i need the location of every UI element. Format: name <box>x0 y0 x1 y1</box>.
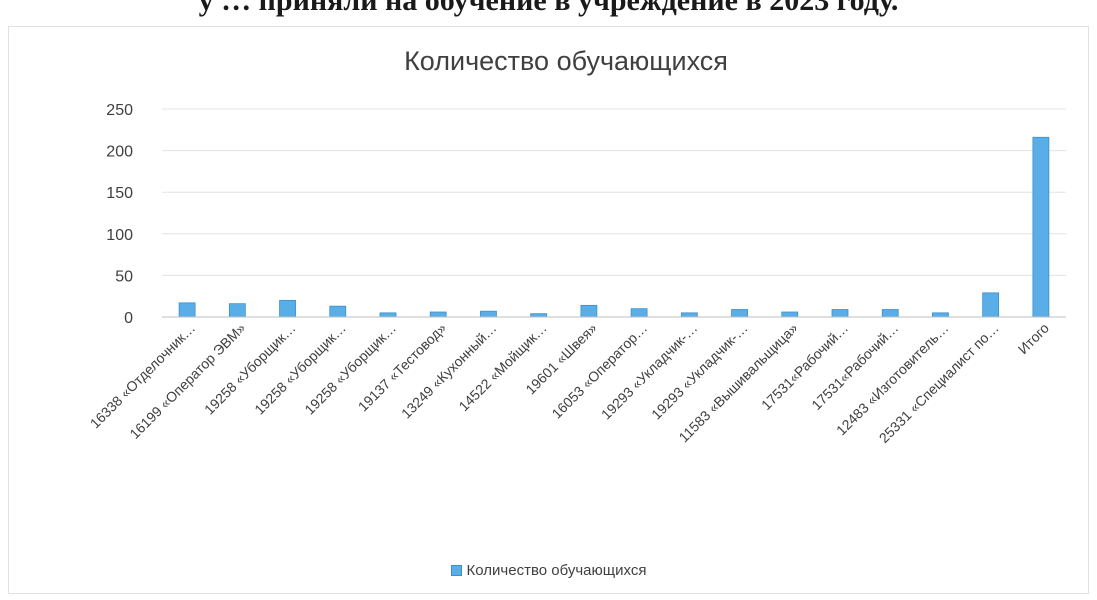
bar <box>630 308 648 318</box>
bars <box>178 136 1050 318</box>
x-tick-label: 19137 «Тестовод» <box>355 320 450 415</box>
y-tick-label: 150 <box>106 185 133 202</box>
y-axis-ticks: 0 50 100 150 200 250 <box>106 102 133 327</box>
bar <box>982 292 1000 318</box>
y-tick-label: 200 <box>106 144 133 161</box>
x-axis-labels: 16338 «Отделочник…16199 «Оператор ЭВМ»19… <box>87 320 1052 446</box>
x-tick-label: Итого <box>1015 320 1052 357</box>
gridlines <box>162 108 1066 276</box>
bar <box>731 309 748 318</box>
bar <box>831 309 849 318</box>
x-tick-label: 19258 «Уборщик… <box>201 320 299 418</box>
x-tick-label: 19293 «Укладчик-… <box>598 320 701 423</box>
legend-swatch <box>450 565 462 576</box>
y-tick-label: 250 <box>106 102 133 119</box>
bar <box>781 311 799 318</box>
bar <box>680 312 698 318</box>
bar <box>329 305 347 318</box>
chart-area <box>8 26 1089 594</box>
x-tick-label: 16053 «Оператор… <box>548 320 650 422</box>
x-tick-label: 14522 «Мойщик… <box>455 320 549 414</box>
bar <box>228 303 246 318</box>
x-tick-label: 17531«Рабочий… <box>808 320 901 413</box>
x-tick-label: 13249 «Кухонный… <box>398 320 500 422</box>
document-heading-fragment: у … приняли на обучение в учреждение в 2… <box>198 0 899 17</box>
y-tick-label: 100 <box>106 227 133 244</box>
bar <box>1032 136 1050 318</box>
x-tick-label: 17531«Рабочий… <box>758 320 851 413</box>
legend: Количество обучающихся <box>0 562 1097 579</box>
x-tick-label: 19293 «Укладчик-… <box>648 320 751 423</box>
x-tick-label: 19258 «Уборщик… <box>301 320 399 418</box>
y-tick-label: 0 <box>124 310 133 327</box>
bar <box>580 304 598 318</box>
bar <box>429 311 447 318</box>
bar <box>178 302 196 318</box>
x-tick-label: 19258 «Уборщик… <box>251 320 349 418</box>
bar <box>379 312 397 318</box>
bar <box>932 312 949 318</box>
bar <box>279 299 296 318</box>
bar <box>480 310 497 318</box>
chart-title: Количество обучающихся <box>404 46 728 76</box>
y-tick-label: 50 <box>115 268 133 285</box>
bar <box>881 309 899 318</box>
legend-label: Количество обучающихся <box>466 562 647 579</box>
